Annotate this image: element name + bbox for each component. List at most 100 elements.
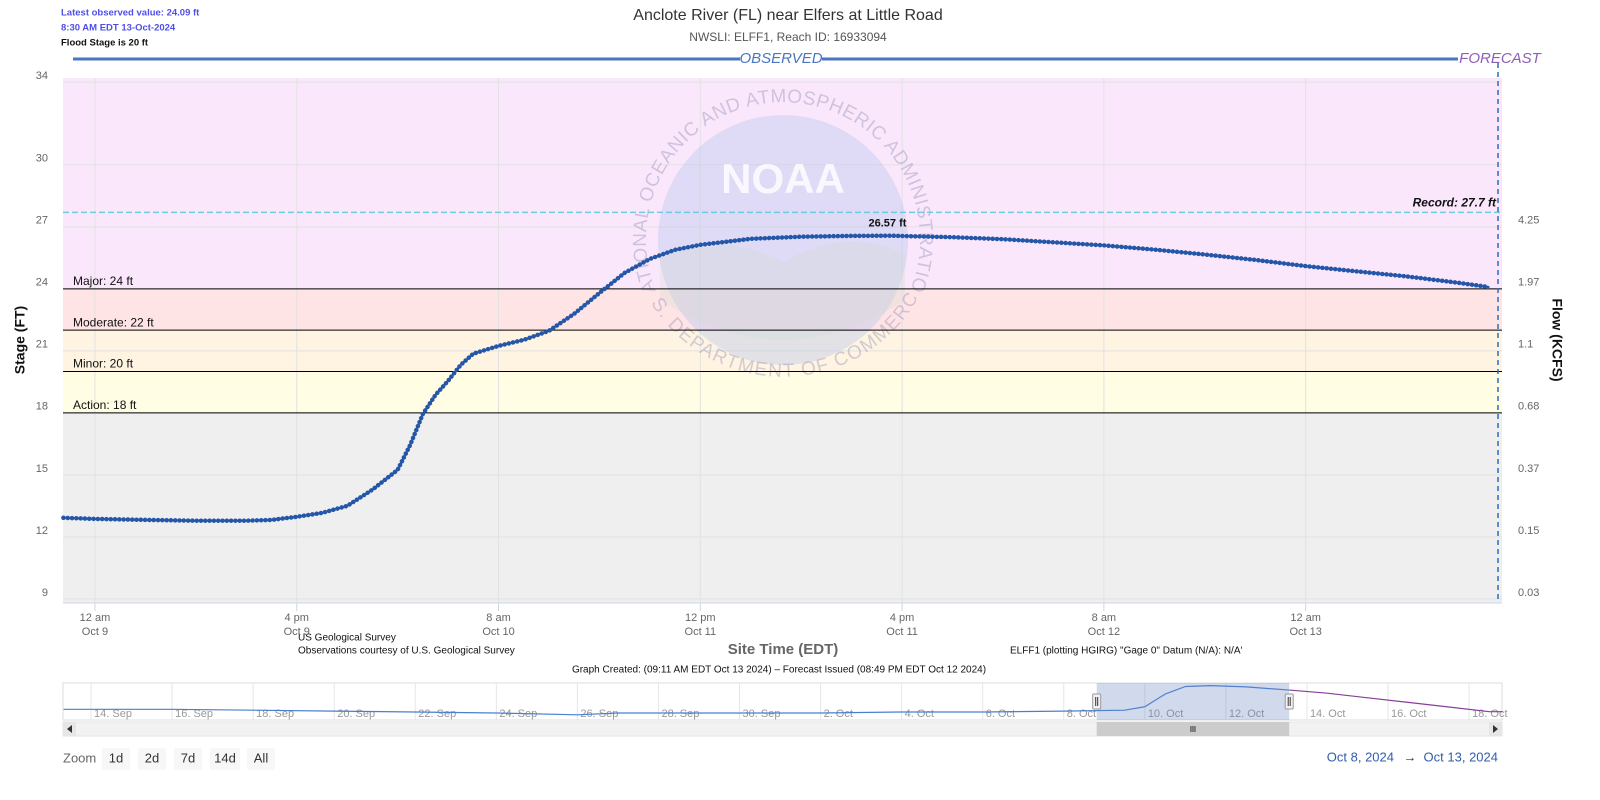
navigator-tick-label: 10. Oct	[1148, 708, 1183, 720]
forecast-label: FORECAST	[1459, 50, 1543, 67]
scrollbar-left-arrow	[67, 725, 72, 733]
peak-label: 26.57 ft	[869, 218, 907, 230]
y2-tick-label: 1.1	[1518, 339, 1533, 351]
range-to[interactable]: Oct 13, 2024	[1424, 749, 1498, 764]
x-tick-label: Oct 11	[685, 626, 717, 638]
zoom-button-label[interactable]: All	[254, 750, 269, 765]
navigator-line	[1290, 689, 1503, 713]
threshold-band	[63, 78, 1502, 289]
watermark-wave	[660, 241, 905, 340]
credit: US Geological Survey	[298, 633, 396, 644]
y-tick-label: 34	[36, 70, 48, 82]
threshold-label: Major: 24 ft	[73, 274, 134, 288]
navigator-handle[interactable]	[1092, 693, 1102, 710]
y2-tick-label: 4.25	[1518, 215, 1539, 227]
y2-tick-label: 0.03	[1518, 587, 1539, 599]
navigator-tick-label: 12. Oct	[1229, 708, 1264, 720]
navigator-tick-label: 14. Sep	[94, 708, 132, 720]
chart-text: Anclote River (FL) near Elfers at Little…	[12, 7, 1566, 675]
zoom-button[interactable]	[247, 748, 275, 770]
navigator: 14. Sep 16. Sep 18. Sep 20. Sep 22. Sep 24. S…	[62, 682, 1508, 721]
zoom-button[interactable]	[210, 748, 240, 770]
x-tick-label: 12 am	[80, 612, 111, 624]
series-line	[62, 234, 1490, 522]
threshold-band	[63, 371, 1502, 413]
threshold-band	[63, 288, 1502, 331]
range-arrow: →	[1404, 749, 1417, 764]
navigator-tick-label: 20. Sep	[337, 708, 375, 720]
navigator-tick-label: 16. Sep	[175, 708, 213, 720]
x-tick-label: 4 pm	[285, 612, 309, 624]
x-tick-label: Oct 9	[284, 626, 310, 638]
y-tick-label: 18	[36, 401, 48, 413]
x-tick-label: Oct 11	[886, 626, 918, 638]
y-tick-label: 12	[36, 525, 48, 537]
threshold-label: Minor: 20 ft	[73, 357, 134, 371]
zoom-button[interactable]	[174, 748, 202, 770]
zoom-button[interactable]	[102, 748, 130, 770]
x-tick-label: 4 pm	[890, 612, 914, 624]
threshold-label: Action: 18 ft	[73, 398, 137, 412]
note: 8:30 AM EDT 13-Oct-2024	[61, 23, 176, 34]
chart-subtitle: NWSLI: ELFF1, Reach ID: 16933094	[689, 30, 887, 44]
x-axis-title: Site Time (EDT)	[728, 641, 839, 658]
y2-tick-label: 0.68	[1518, 401, 1539, 413]
x-tick-label: Oct 9	[82, 626, 108, 638]
y-tick-label: 9	[42, 587, 48, 599]
y-tick-label: 27	[36, 215, 48, 227]
navigator-line	[63, 685, 1292, 716]
navigator-tick-label: 4. Oct	[905, 708, 934, 720]
y-axis-title: Stage (FT)	[12, 306, 28, 374]
credit: Graph Created: (09:11 AM EDT Oct 13 2024…	[572, 665, 986, 676]
zoom-label: Zoom	[63, 750, 96, 765]
credit: Observations courtesy of U.S. Geological…	[298, 646, 515, 657]
navigator-tick-label: 30. Sep	[743, 708, 781, 720]
zoom-button-label[interactable]: 1d	[109, 750, 123, 765]
note: Flood Stage is 20 ft	[61, 38, 149, 49]
y2-tick-label: 0.15	[1518, 525, 1539, 537]
x-tick-label: Oct 10	[482, 626, 514, 638]
navigator-frame	[62, 682, 1503, 721]
y-tick-label: 21	[36, 339, 48, 351]
zoom-button[interactable]	[138, 748, 166, 770]
zoom-button-label[interactable]: 7d	[181, 750, 195, 765]
navigator-tick-label: 2. Oct	[824, 708, 853, 720]
zoom-button-label[interactable]: 14d	[214, 750, 236, 765]
zoom-button-label[interactable]: 2d	[145, 750, 159, 765]
navigator-tick-label: 8. Oct	[1067, 708, 1096, 720]
watermark-disc	[658, 115, 908, 365]
navigator-overlay	[62, 721, 1503, 737]
controls: Zoom 1d 2d 7d 14d All Oct 8, 2024 → Oct 13, 2024	[63, 748, 1498, 770]
x-tick-label: Oct 12	[1088, 626, 1120, 638]
threshold-label: Moderate: 22 ft	[73, 315, 154, 329]
observed-label: OBSERVED	[739, 50, 822, 67]
y2-axis-title: Flow (KCFS)	[1549, 298, 1565, 381]
x-tick-label: 12 pm	[685, 612, 716, 624]
navigator-tick-label: 28. Sep	[661, 708, 699, 720]
y-tick-label: 15	[36, 463, 48, 475]
x-tick-label: 12 am	[1290, 612, 1321, 624]
navigator-tick-label: 18. Oct	[1472, 708, 1507, 720]
chart-title: Anclote River (FL) near Elfers at Little…	[633, 7, 942, 24]
credit: ELFF1 (plotting HGIRG) "Gage 0" Datum (N…	[1010, 646, 1242, 657]
navigator-tick-label: 14. Oct	[1310, 708, 1345, 720]
record-label: Record: 27.7 ft	[1413, 196, 1497, 210]
y2-tick-label: 1.97	[1518, 277, 1539, 289]
x-tick-label: Oct 13	[1289, 626, 1321, 638]
x-tick-label: 8 am	[486, 612, 510, 624]
x-tick-label: 8 am	[1092, 612, 1116, 624]
watermark-logo: NOAA	[721, 155, 845, 202]
navigator-tick-label: 16. Oct	[1391, 708, 1426, 720]
y2-tick-label: 0.37	[1518, 463, 1539, 475]
y-tick-label: 24	[36, 277, 48, 289]
scrollbar-right-arrow	[1493, 725, 1498, 733]
range-from[interactable]: Oct 8, 2024	[1327, 749, 1394, 764]
plot-lines: Action: 18 ft Minor: 20 ft Moderate: 22 ft…	[63, 196, 1502, 414]
navigator-selection	[1096, 683, 1290, 720]
navigator-tick-label: 6. Oct	[986, 708, 1015, 720]
plot-data: 26.57 ft	[61, 218, 1491, 523]
navigator-handle[interactable]	[1284, 693, 1294, 710]
note: Latest observed value: 24.09 ft	[61, 8, 200, 19]
